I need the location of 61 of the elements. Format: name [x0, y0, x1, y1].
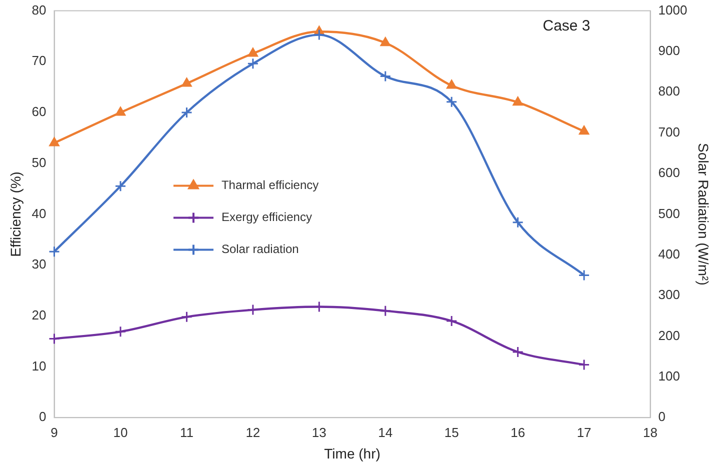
point: [512, 96, 523, 106]
y-tick-label: 70: [32, 53, 46, 68]
point: [512, 346, 524, 358]
x-tick-label: 13: [312, 424, 326, 440]
point: [180, 311, 192, 323]
y-tick-label: 30: [32, 256, 46, 272]
point: [247, 58, 259, 70]
point: [114, 326, 126, 338]
point: [446, 315, 458, 327]
point: [248, 48, 258, 57]
y2-tick-label: 400: [658, 246, 680, 262]
point: [578, 126, 590, 135]
y2-tick-label: 700: [658, 124, 680, 140]
y-tick-label: 10: [32, 358, 46, 374]
y-tick-label: 60: [32, 104, 46, 120]
y2-tick-label: 0: [658, 409, 666, 424]
point: [313, 29, 325, 41]
legend-label: Tharmal efficiency: [221, 178, 319, 192]
point: [48, 246, 60, 258]
point: [380, 305, 392, 317]
x-tick-label: 15: [444, 424, 459, 440]
x-tick-label: 11: [180, 424, 194, 440]
legend-label: Solar radiation: [221, 242, 299, 256]
x-tick-label: 12: [246, 424, 260, 440]
point: [578, 269, 590, 281]
point: [49, 137, 60, 146]
point: [380, 37, 390, 46]
y2-tick-label: 1000: [658, 2, 688, 18]
y2-tick-label: 300: [658, 287, 680, 302]
point: [180, 106, 192, 118]
x-tick-label: 18: [643, 424, 658, 440]
point: [446, 80, 457, 89]
y-tick-label: 40: [32, 206, 46, 221]
x-tick-label: 17: [576, 424, 592, 440]
y2-tick-label: 200: [658, 328, 680, 343]
x-tick-label: 9: [50, 424, 58, 440]
x-axis-title: Time (hr): [324, 445, 380, 462]
y-tick-label: 20: [32, 307, 46, 322]
y-tick-label: 50: [32, 154, 46, 170]
x-tick-label: 16: [510, 424, 526, 440]
legend-label: Exergy efficiency: [221, 210, 312, 224]
point: [48, 333, 60, 345]
y2-tick-label: 800: [658, 84, 680, 99]
y-tick-label: 80: [32, 2, 46, 18]
point: [380, 70, 392, 82]
y-axis-title: Efficiency (%): [7, 172, 24, 257]
point: [115, 106, 126, 116]
x-tick-label: 10: [113, 424, 128, 440]
point: [182, 78, 192, 87]
point: [446, 96, 458, 108]
y2-tick-label: 500: [658, 206, 680, 221]
y2-tick-label: 600: [658, 165, 680, 180]
x-tick-label: 14: [378, 424, 393, 440]
y-tick-label: 0: [39, 409, 46, 424]
point: [114, 180, 126, 192]
point: [578, 358, 590, 370]
annotation: Case 3: [542, 17, 590, 34]
y2-axis-title: Solar Radiation (W/m²): [696, 143, 712, 286]
y2-tick-label: 100: [658, 368, 680, 384]
point: [512, 216, 524, 228]
y2-tick-label: 900: [658, 43, 680, 58]
